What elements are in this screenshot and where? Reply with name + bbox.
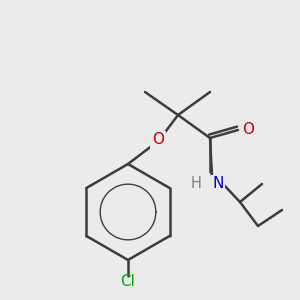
Text: N: N <box>212 176 224 191</box>
Text: O: O <box>152 133 164 148</box>
Text: Cl: Cl <box>121 274 135 290</box>
Text: H: H <box>190 176 201 191</box>
Text: O: O <box>242 122 254 137</box>
